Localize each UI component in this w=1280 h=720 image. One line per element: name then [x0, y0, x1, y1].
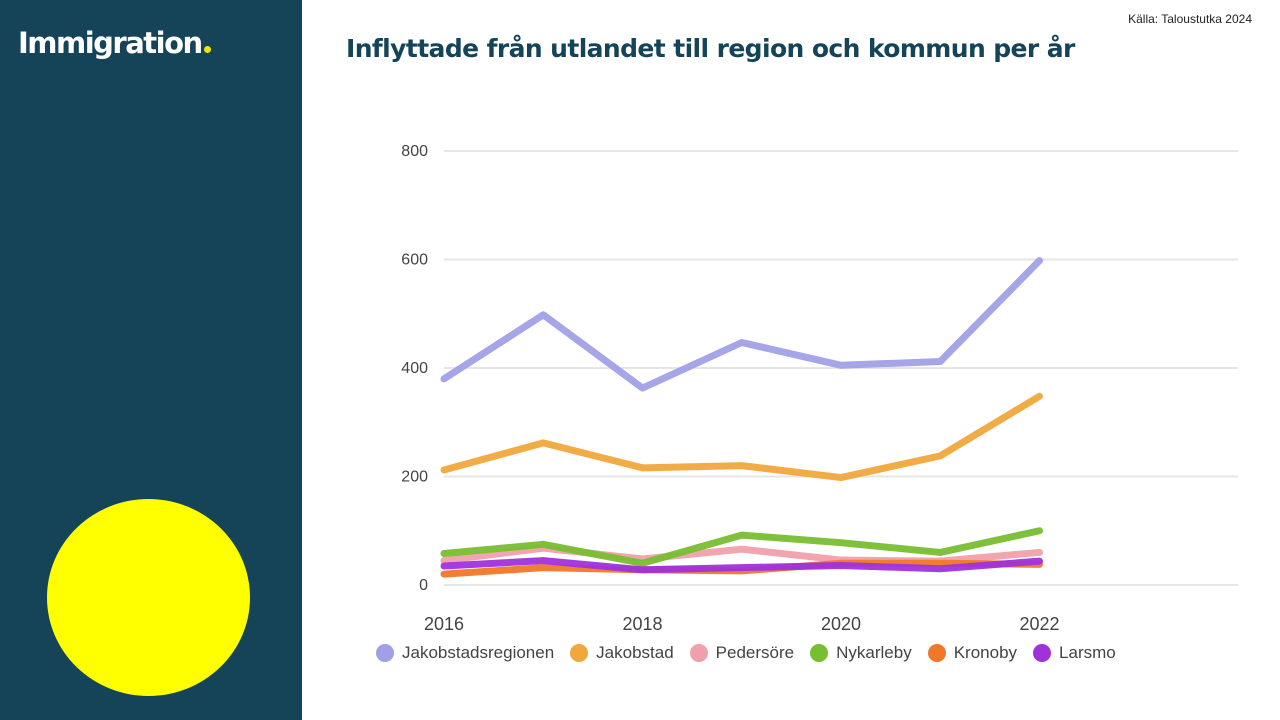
legend-swatch-icon: [570, 644, 589, 662]
page-title: Inflyttade från utlandet till region och…: [346, 34, 1075, 63]
chart-legend: Jakobstadsregionen Jakobstad Pedersöre Nyka…: [376, 643, 1132, 663]
brand-logo: Immigration: [18, 26, 211, 60]
x-tick-label: 2020: [821, 614, 861, 634]
legend-swatch-icon: [810, 644, 829, 662]
legend-label: Pedersöre: [715, 643, 795, 662]
source-note: Källa: Taloustutka 2024: [1128, 12, 1252, 26]
legend-swatch-icon: [1033, 644, 1052, 662]
brand-text: Immigration: [18, 26, 203, 60]
x-tick-label: 2016: [424, 614, 464, 634]
legend-label: Jakobstadsregionen: [402, 643, 555, 662]
series-line-jakobstadsregionen: [440, 257, 1043, 392]
decorative-circle: [47, 499, 250, 696]
legend-label: Larsmo: [1059, 643, 1116, 662]
legend-label: Kronoby: [953, 643, 1018, 662]
legend-item: Jakobstadsregionen: [376, 643, 554, 663]
line-chart: 0 200 400 600 800 2016 2018 2020 2022: [401, 143, 1238, 634]
series-line-jakobstad: [440, 392, 1043, 482]
y-tick-label: 200: [401, 469, 428, 486]
y-tick-label: 800: [401, 143, 428, 160]
legend-item: Pedersöre: [689, 643, 795, 663]
legend-swatch-icon: [689, 644, 708, 662]
legend-item: Nykarleby: [810, 643, 912, 663]
legend-item: Jakobstad: [570, 643, 674, 663]
series-line-nykarleby: [440, 527, 1043, 567]
legend-label: Jakobstad: [596, 643, 674, 662]
legend-item: Larsmo: [1033, 643, 1116, 663]
x-tick-label: 2022: [1019, 614, 1059, 634]
legend-item: Kronoby: [927, 643, 1018, 663]
y-tick-label: 400: [401, 360, 428, 377]
sidebar: Immigration: [0, 0, 302, 720]
legend-swatch-icon: [927, 644, 946, 662]
y-tick-label: 600: [401, 252, 428, 269]
x-tick-label: 2018: [622, 614, 662, 634]
y-tick-label: 0: [419, 577, 428, 594]
legend-swatch-icon: [376, 644, 394, 662]
series-line-larsmo: [440, 557, 1043, 574]
brand-dot-icon: [203, 46, 211, 53]
legend-label: Nykarleby: [836, 643, 912, 662]
